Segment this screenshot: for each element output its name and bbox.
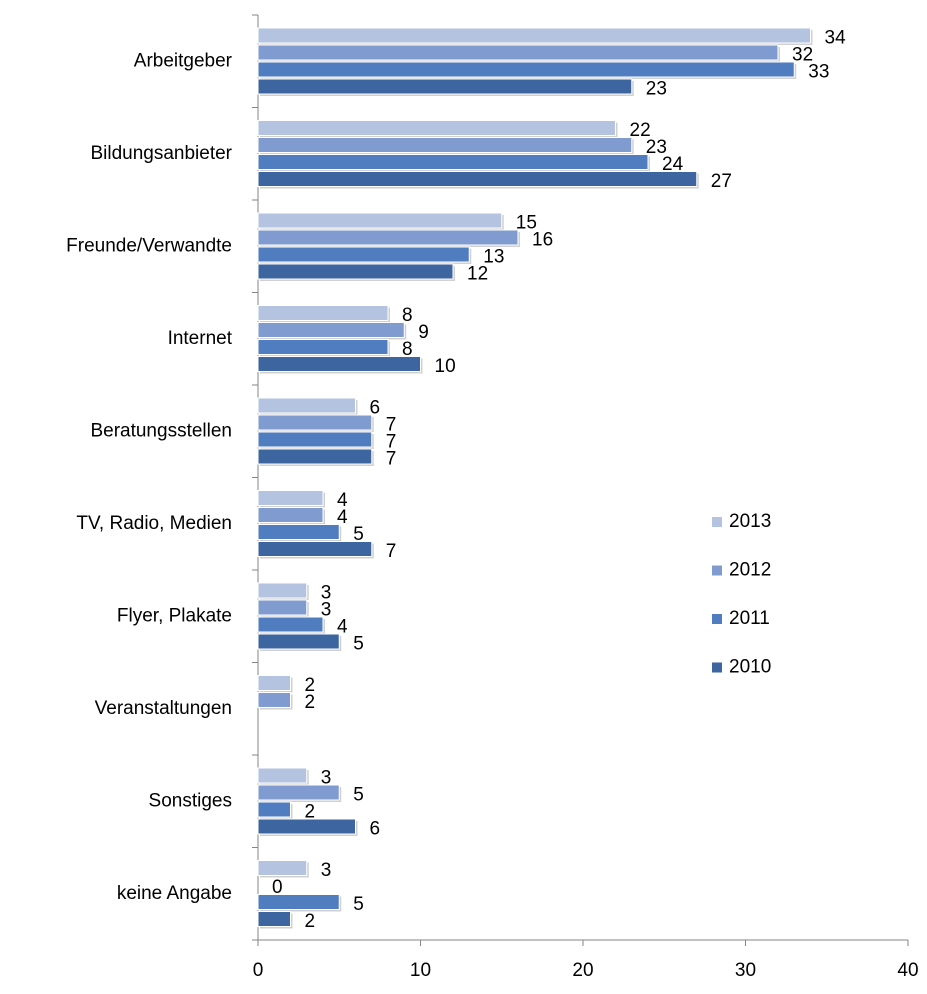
legend-label: 2013: [729, 511, 771, 532]
bar: [257, 246, 470, 263]
data-label: 2: [305, 911, 316, 932]
bar: [257, 137, 633, 153]
category-label: Arbeitgeber: [134, 50, 233, 71]
data-label: 8: [402, 305, 413, 326]
bar: [257, 431, 373, 448]
data-label: 16: [532, 230, 553, 251]
data-label: 5: [353, 894, 364, 915]
data-label: 5: [353, 634, 364, 655]
x-tick-label: 0: [253, 960, 264, 981]
data-label: 22: [630, 120, 651, 141]
category-label: Freunde/Verwandte: [66, 235, 232, 256]
data-label: 23: [646, 137, 667, 158]
legend-swatch: [712, 517, 722, 527]
data-label: 2: [305, 692, 316, 713]
legend-label: 2011: [729, 608, 770, 629]
bar: [257, 860, 308, 876]
bar: [257, 322, 405, 338]
bar: [257, 61, 795, 78]
bar: [257, 171, 698, 187]
x-tick-label: 30: [735, 960, 756, 981]
data-label: 7: [386, 432, 397, 453]
bar: [257, 675, 291, 691]
legend-label: 2012: [729, 560, 771, 581]
bar: [257, 490, 324, 506]
data-label: 5: [353, 524, 364, 545]
bar: [257, 339, 389, 355]
bar: [257, 524, 340, 540]
data-label: 34: [825, 28, 847, 49]
data-label: 7: [386, 415, 397, 436]
data-label: 5: [353, 785, 364, 806]
data-label: 13: [483, 247, 504, 268]
bar: [257, 356, 421, 372]
bar: [257, 894, 340, 910]
data-label: 7: [386, 449, 397, 470]
data-label: 3: [321, 768, 332, 789]
legend-swatch: [712, 565, 722, 576]
legend-swatch: [712, 662, 722, 673]
category-label: Bildungsanbieter: [90, 143, 232, 164]
data-label: 27: [711, 171, 732, 192]
data-label: 33: [808, 62, 829, 83]
bar: [257, 120, 616, 136]
category-label: Flyer, Plakate: [117, 605, 232, 626]
x-tick-label: 10: [410, 960, 431, 981]
category-label: Internet: [168, 328, 233, 349]
data-label: 6: [370, 819, 381, 840]
bar: [257, 541, 373, 557]
legend-label: 2010: [729, 657, 771, 678]
data-label: 12: [467, 264, 488, 285]
bar: [257, 818, 356, 835]
bar: [257, 911, 291, 927]
data-label: 2: [305, 802, 316, 823]
bar: [257, 692, 291, 708]
data-label: 15: [516, 213, 537, 234]
bar: [257, 507, 324, 523]
bar: [257, 397, 356, 414]
category-label: keine Angabe: [117, 883, 232, 904]
data-label: 23: [646, 79, 667, 100]
x-tick-label: 40: [897, 960, 918, 981]
bar: [257, 27, 811, 44]
bar: [257, 154, 649, 170]
bar: [257, 448, 373, 465]
bar: [257, 263, 454, 280]
data-label: 2: [305, 675, 316, 696]
bar: [257, 582, 308, 599]
data-label: 4: [337, 507, 348, 528]
data-label: 6: [370, 398, 381, 419]
bar: [257, 633, 340, 650]
data-label: 0: [272, 877, 283, 898]
x-tick-label: 20: [572, 960, 593, 981]
data-label: 8: [402, 339, 413, 360]
bar: [257, 305, 389, 321]
data-label: 10: [435, 356, 456, 377]
data-label: 9: [418, 322, 429, 343]
data-label: 4: [337, 617, 348, 638]
bar: [257, 767, 308, 784]
bar: [257, 78, 633, 95]
data-label: 32: [792, 45, 813, 66]
bar: [257, 414, 373, 431]
bar: [257, 616, 324, 633]
bar: [257, 212, 503, 229]
bar: [257, 801, 291, 818]
data-label: 3: [321, 600, 332, 621]
category-label: Beratungsstellen: [90, 420, 232, 441]
data-label: 4: [337, 490, 348, 511]
data-label: 3: [321, 583, 332, 604]
bar: [257, 599, 308, 616]
data-label: 3: [321, 860, 332, 881]
category-label: TV, Radio, Medien: [76, 513, 232, 534]
bar: [257, 784, 340, 801]
category-label: Sonstiges: [149, 790, 232, 811]
data-label: 24: [662, 154, 684, 175]
bar: [257, 229, 519, 246]
data-label: 7: [386, 541, 397, 562]
legend-swatch: [712, 614, 722, 624]
category-label: Veranstaltungen: [95, 698, 232, 719]
bar: [257, 44, 779, 61]
